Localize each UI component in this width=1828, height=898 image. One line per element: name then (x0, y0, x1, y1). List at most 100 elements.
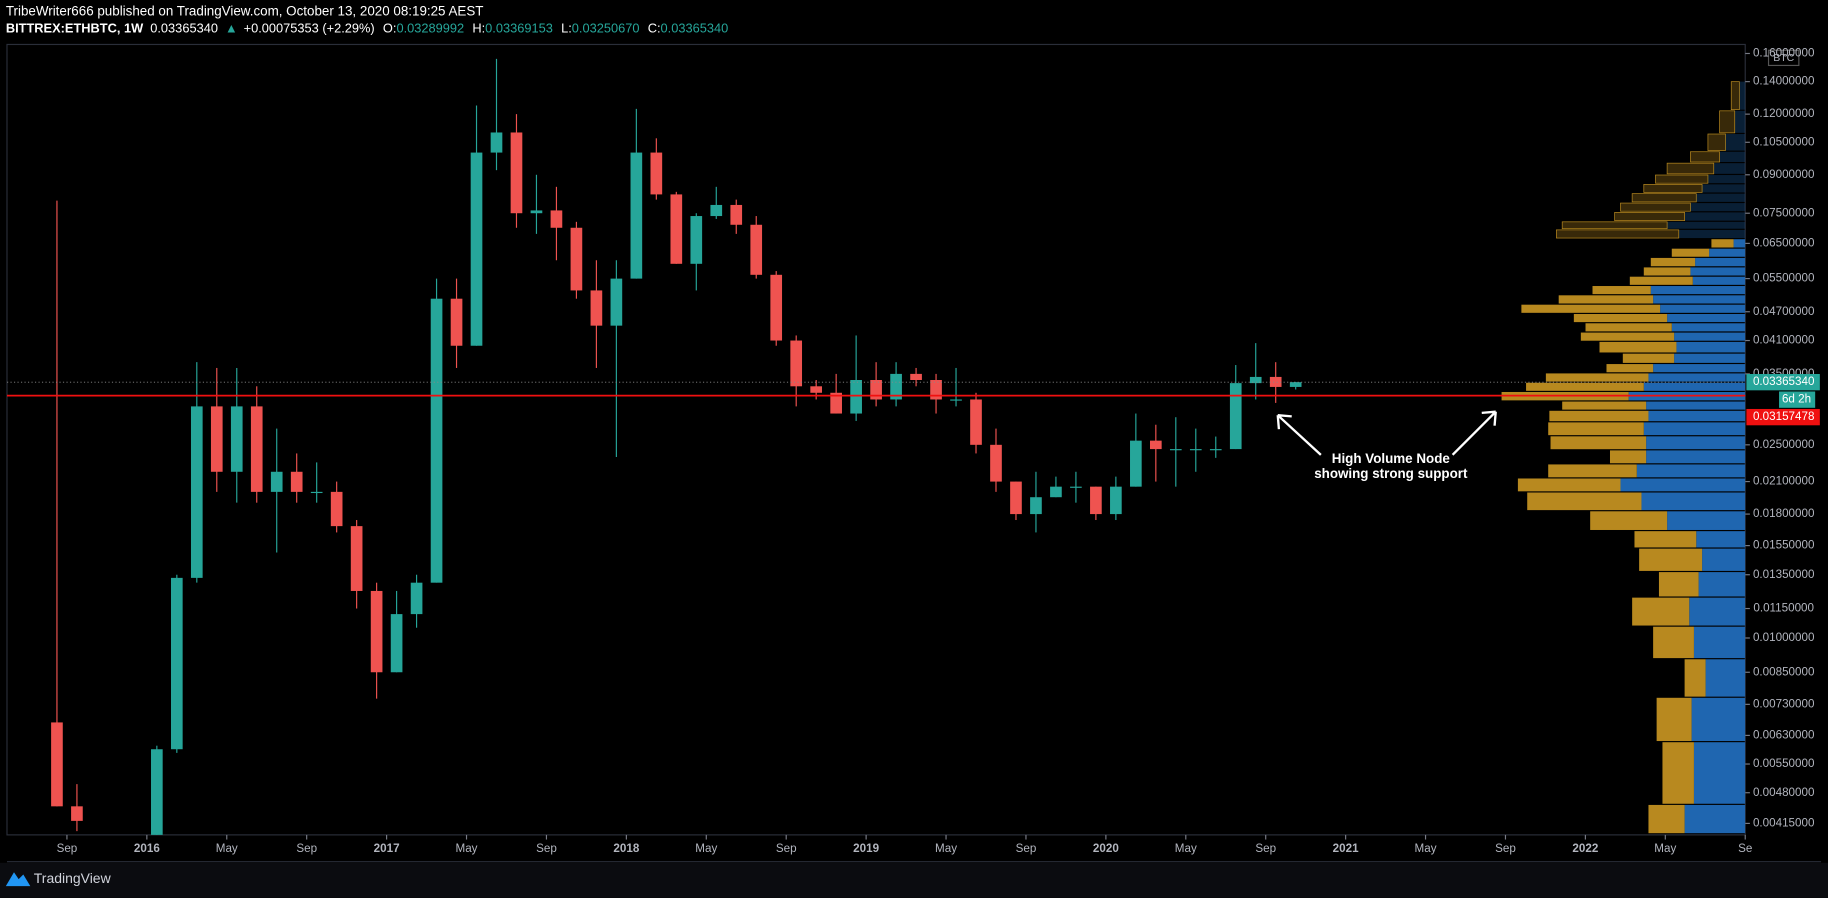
candle-body (190, 406, 203, 578)
annotation: showing strong support (1314, 466, 1468, 481)
y-tick-label: 0.04700000 (1753, 305, 1815, 318)
volume-up (1526, 382, 1644, 391)
volume-down (1707, 175, 1746, 184)
volume-up (1622, 353, 1675, 363)
arrow-right (1451, 410, 1497, 456)
volume-down (1620, 478, 1746, 492)
volume-up (1599, 341, 1677, 353)
volume-up (1549, 410, 1649, 422)
volume-down (1733, 239, 1746, 248)
volume-up (1634, 531, 1697, 548)
currency-box (1767, 49, 1800, 67)
volume-down (1690, 203, 1746, 212)
candle-body (850, 380, 862, 414)
y-tick-label: 0.02500000 (1753, 438, 1815, 451)
currency: BTC (1773, 53, 1794, 64)
candle-body (550, 210, 563, 228)
x-tick-label: Sep (536, 842, 557, 855)
candle-body (1229, 383, 1242, 450)
volume-down (1698, 572, 1746, 597)
volume-up (1711, 239, 1734, 248)
volume-down (1671, 323, 1746, 332)
volume-up (1590, 511, 1668, 530)
candle-body (330, 491, 343, 527)
x-tick-label: 2018 (613, 842, 639, 855)
x-tick-label: 2019 (853, 842, 879, 855)
candle-body (1090, 486, 1102, 515)
candle-body (810, 386, 823, 393)
volume-down (1684, 212, 1746, 221)
y-tick-label: 0.07500000 (1753, 206, 1815, 219)
volume-up (1648, 804, 1685, 834)
candle-body (350, 526, 363, 591)
candle-body (570, 227, 583, 291)
countdown: 6d 2h (1782, 393, 1811, 406)
volume-up (1719, 110, 1736, 134)
volume-down (1702, 184, 1746, 193)
volume-down (1667, 511, 1746, 530)
candle-body (710, 204, 723, 217)
candle-body (1010, 481, 1022, 515)
candle-body (250, 406, 263, 492)
volume-up (1632, 597, 1690, 626)
candle-body (1070, 486, 1082, 488)
volume-up (1548, 464, 1637, 478)
volume-down (1695, 257, 1746, 267)
volume-up (1643, 267, 1691, 276)
symbol: BITTREX:ETHBTC, 1W (6, 21, 144, 36)
volume-down (1646, 401, 1746, 410)
volume-up (1573, 313, 1668, 323)
volume-up (1548, 422, 1644, 436)
volume-up (1620, 202, 1691, 212)
candle-body (151, 749, 163, 835)
volume-up (1609, 450, 1647, 464)
volume-down (1691, 697, 1746, 742)
candle-body (1209, 449, 1222, 451)
volume-down (1702, 548, 1746, 571)
volume-down (1648, 373, 1746, 382)
candle-body (51, 722, 63, 807)
volume-up (1653, 626, 1694, 659)
volume-down (1684, 804, 1746, 834)
candle-body (370, 590, 383, 673)
volume-up (1662, 742, 1694, 804)
volume-down (1690, 267, 1746, 276)
x-tick-label: Sep (1495, 842, 1516, 855)
volume-down (1693, 742, 1746, 804)
candle-body (430, 298, 443, 583)
plot (51, 58, 1746, 835)
candle-body (990, 444, 1002, 482)
candle-body (1149, 440, 1162, 450)
candle-body (510, 132, 523, 214)
x-tick-label: Sep (1016, 842, 1037, 855)
volume-down (1667, 313, 1746, 323)
y-tick-label: 0.16000000 (1753, 47, 1815, 60)
volume-up (1561, 221, 1668, 230)
ohlc-value: 0.03250670 (572, 21, 640, 36)
candle-body (410, 582, 423, 615)
candle-body (670, 194, 683, 264)
volume-up (1631, 193, 1697, 203)
volume-down (1696, 531, 1746, 548)
last-price-label: 0.03365340 (1753, 375, 1815, 388)
brand: TradingView (34, 870, 112, 886)
candle-body (310, 491, 323, 494)
volume-down (1636, 464, 1746, 478)
volume-down (1693, 626, 1746, 659)
x-tick-label: May (1654, 842, 1676, 855)
ohlc-label: H: (472, 21, 485, 36)
candle-body (870, 380, 882, 400)
candle-body (950, 399, 962, 401)
candle-body (910, 373, 922, 381)
volume-up (1545, 373, 1649, 382)
volume-down (1653, 295, 1746, 304)
volume-down (1709, 248, 1746, 257)
candle-body (1289, 382, 1302, 387)
change: +0.00075353 (+2.29%) (244, 21, 375, 36)
candle-body (71, 806, 83, 821)
y-tick-label: 0.12000000 (1753, 107, 1815, 120)
candle-body (230, 406, 243, 472)
x-tick-label: Sep (1255, 842, 1276, 855)
y-tick-label: 0.01800000 (1753, 507, 1815, 520)
x-tick-label: 2022 (1572, 842, 1598, 855)
